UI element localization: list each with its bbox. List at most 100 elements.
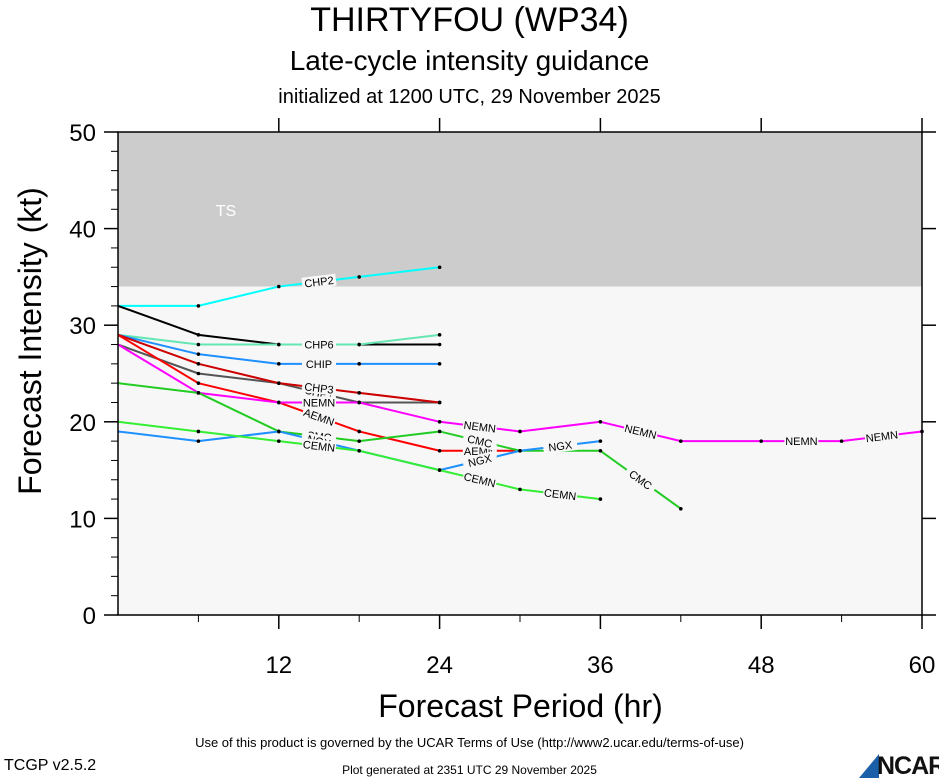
data-point [277, 439, 281, 443]
model-label: NEMN [303, 397, 335, 409]
model-label-bg [301, 437, 337, 454]
model-label-bg [461, 450, 498, 471]
x-tick-label: 36 [587, 652, 614, 679]
model-label: CEMN [302, 439, 336, 455]
chart-axes: 0 10 20 30 40 50 12 24 36 48 60 [69, 118, 936, 679]
data-point [196, 342, 201, 347]
model-label-bg [301, 380, 337, 396]
generated-timestamp: Plot generated at 2351 UTC 29 November 2… [342, 763, 597, 777]
data-point [437, 448, 442, 453]
model-label-bg [461, 469, 498, 490]
data-point [277, 284, 281, 289]
data-point [196, 362, 201, 366]
ncar-logo-icon [859, 754, 879, 778]
data-point [277, 381, 281, 385]
x-tick-label: 12 [265, 652, 292, 679]
data-point [357, 400, 362, 405]
model-label: CHIP [306, 359, 332, 371]
y-tick-label: 50 [69, 120, 96, 147]
data-point [437, 265, 442, 270]
data-point [196, 304, 201, 308]
data-point [277, 400, 281, 405]
model-label-group: CEMN [301, 437, 337, 455]
model-label: NEMN [785, 436, 817, 448]
model-label: NEMN [463, 420, 497, 436]
model-label-bg [301, 273, 337, 290]
model-label: CEMN [543, 487, 577, 503]
model-label-group: CHP2 [301, 273, 337, 290]
model-label-bg [784, 435, 819, 448]
model-label-bg [542, 437, 578, 454]
x-tick-label: 48 [748, 652, 775, 679]
data-point [196, 371, 201, 376]
data-point [277, 429, 281, 434]
data-point [518, 487, 522, 492]
terms-of-use-text: Use of this product is governed by the U… [195, 735, 744, 750]
data-point [357, 275, 362, 279]
data-point [196, 429, 201, 434]
data-point [277, 342, 281, 347]
data-point [196, 381, 201, 385]
model-label: NGX [548, 439, 574, 454]
x-tick-label: 24 [426, 652, 453, 679]
y-tick-label: 30 [69, 313, 96, 340]
model-label-group: NEMN [462, 418, 498, 436]
model-label-group: CHP3 [301, 380, 337, 397]
data-point [196, 391, 201, 395]
model-label-group: CHIP [302, 357, 336, 371]
data-point [437, 429, 442, 434]
data-point [196, 333, 201, 337]
band-label: TS [216, 203, 236, 220]
model-label-bg [864, 428, 900, 445]
data-point [357, 362, 362, 366]
model-labels: CHP2SHIPCHP6CHIPCHP7CHP3AEMNAEMNNEMNNEMN… [300, 273, 900, 503]
y-tick-label: 10 [69, 506, 96, 533]
model-label-group: NEMN [302, 396, 336, 409]
data-point [196, 352, 201, 356]
data-point [598, 497, 603, 501]
data-point [437, 420, 442, 424]
ncar-logo: NCAR [857, 750, 939, 780]
model-label-bg [302, 338, 336, 351]
data-point [759, 439, 763, 443]
model-label-bg [300, 405, 338, 429]
data-point [518, 429, 522, 434]
y-tick-label: 0 [83, 603, 96, 630]
data-point [437, 333, 442, 337]
model-label-group: NGX [461, 450, 498, 471]
chart-title: THIRTYFOU (WP34) [310, 1, 629, 39]
data-point [357, 439, 362, 443]
y-tick-label: 40 [69, 217, 96, 244]
data-point [357, 342, 362, 347]
model-label-group: NEMN [784, 435, 819, 448]
initialization-time: initialized at 1200 UTC, 29 November 202… [278, 86, 661, 108]
model-label-bg [542, 486, 578, 503]
ncar-logo-text: NCAR [877, 752, 939, 780]
model-label-group: NGX [542, 437, 578, 454]
model-label-group: CEMN [542, 486, 578, 503]
model-label: CHP2 [304, 275, 335, 290]
model-label: CHP3 [304, 381, 335, 396]
data-point [357, 448, 362, 453]
data-point [357, 429, 362, 434]
y-tick-label: 20 [69, 410, 96, 437]
model-label-group: NEMN [864, 428, 900, 445]
y-axis-label: Forecast Intensity (kt) [12, 187, 48, 495]
data-point [437, 468, 442, 472]
model-label-group: CMC [461, 431, 498, 451]
data-point [437, 400, 442, 405]
model-label: NGX [467, 453, 494, 470]
data-point [598, 420, 603, 424]
data-point [437, 342, 442, 347]
x-axis-label: Forecast Period (hr) [378, 688, 663, 724]
data-point [679, 506, 683, 511]
series-line [117, 382, 682, 510]
data-point [518, 448, 522, 453]
data-point [437, 362, 442, 366]
model-label-bg [622, 421, 659, 442]
data-point [598, 448, 603, 453]
data-point [357, 391, 362, 395]
model-label: CHP6 [304, 340, 333, 352]
version-label: TCGP v2.5.2 [4, 757, 97, 774]
